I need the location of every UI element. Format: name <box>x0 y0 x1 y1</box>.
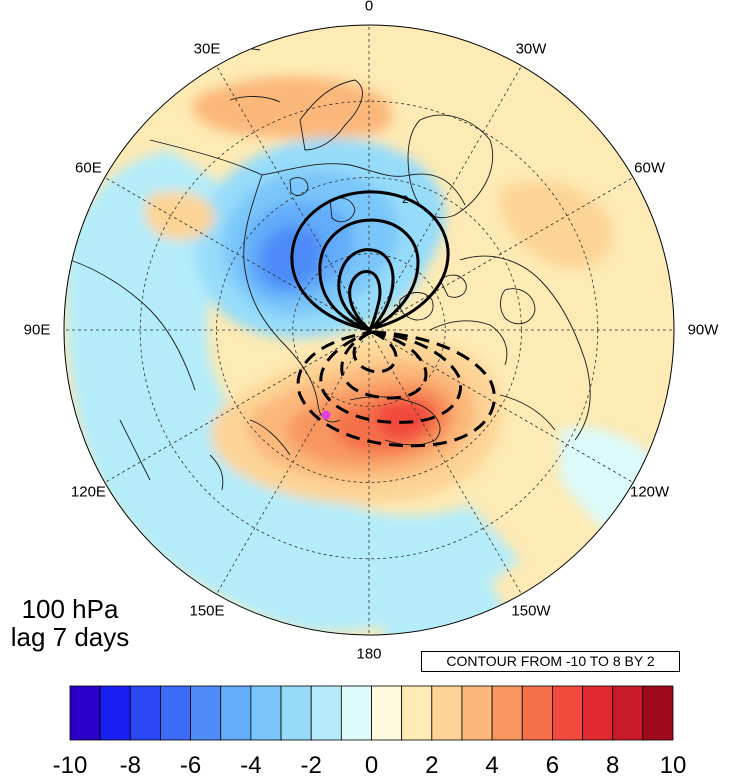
shaded-field <box>64 25 674 635</box>
contour-negative-outer <box>296 330 496 448</box>
meridian-line <box>216 65 370 331</box>
longitude-label: 30E <box>193 40 221 58</box>
colorbar-tick-label: -10 <box>52 752 88 779</box>
map-boundary <box>63 24 675 636</box>
colorbar-tick-label: -2 <box>300 752 322 779</box>
colorbar-swatch <box>431 685 463 741</box>
contour-positive-inner <box>337 248 395 332</box>
colorbar-swatch <box>69 685 101 741</box>
colorbar-swatch <box>491 685 523 741</box>
contour-negative-core <box>352 330 398 374</box>
contour-positive-core <box>348 270 382 332</box>
contour-negative-mid <box>319 330 462 424</box>
colorbar-swatch <box>160 685 191 741</box>
longitude-label: 150W <box>511 602 551 620</box>
colorbar-tick-label: 2 <box>425 752 439 779</box>
colorbar-swatch <box>220 685 252 741</box>
colorbar-swatch <box>642 685 674 741</box>
colorbar-swatch <box>371 685 403 741</box>
colorbar-swatch <box>129 685 161 741</box>
meridian-line <box>368 177 634 331</box>
colorbar-tick-label: -6 <box>179 752 202 779</box>
colorbar-tick-label: 8 <box>606 752 620 779</box>
meridian-line <box>104 329 370 483</box>
svg-text:2: 2 <box>402 194 408 206</box>
lag-label: lag 7 days <box>10 622 130 652</box>
colorbar-swatch <box>582 685 614 741</box>
longitude-label: 90W <box>687 321 719 339</box>
colorbar <box>69 685 674 741</box>
longitude-label: 60E <box>75 159 102 177</box>
meridian-line <box>104 177 370 331</box>
contour-labels: 2 2 <box>393 194 408 315</box>
longitude-label: 0 <box>364 0 374 15</box>
colorbar-tick-label: 0 <box>364 752 379 779</box>
contour-positive-outer <box>290 190 450 332</box>
colorbar-swatch <box>401 685 433 741</box>
contour-lines <box>290 190 496 448</box>
latitude-circle <box>292 253 446 407</box>
location-marker <box>321 410 331 420</box>
colorbar-swatch <box>250 685 282 741</box>
meridian-line <box>368 329 522 595</box>
colorbar-swatch <box>461 685 493 741</box>
colorbar-swatch <box>280 685 312 741</box>
meridian-line <box>368 329 634 483</box>
colorbar-tick-label: -4 <box>240 752 262 779</box>
colorbar-tick-label: 6 <box>545 752 560 779</box>
meridian-line <box>368 65 522 331</box>
colorbar-tick-label: 10 <box>659 752 687 779</box>
colorbar-swatch <box>612 685 644 741</box>
contour-info-box: CONTOUR FROM -10 TO 8 BY 2 <box>421 651 680 672</box>
longitude-label: 120E <box>70 483 106 501</box>
colorbar-swatch <box>521 685 553 741</box>
colorbar-swatch <box>340 685 372 741</box>
graticule <box>64 25 674 635</box>
contour-positive-mid <box>318 218 420 332</box>
colorbar-swatch <box>310 685 342 741</box>
longitude-label: 90E <box>23 321 51 339</box>
colorbar-swatch <box>99 685 131 741</box>
level-label: 100 hPa <box>21 594 119 624</box>
longitude-label: 150E <box>189 602 225 620</box>
contour-negative-inner <box>340 330 428 400</box>
longitude-label: 60W <box>634 159 665 177</box>
longitude-label: 180 <box>356 645 382 663</box>
colorbar-swatch <box>552 685 583 741</box>
colorbar-tick-label: -8 <box>119 752 141 779</box>
longitude-label: 30W <box>515 40 547 58</box>
colorbar-swatch <box>190 685 222 741</box>
longitude-label: 120W <box>629 483 670 501</box>
colorbar-tick-label: 4 <box>485 752 499 779</box>
svg-text:2: 2 <box>393 303 399 315</box>
